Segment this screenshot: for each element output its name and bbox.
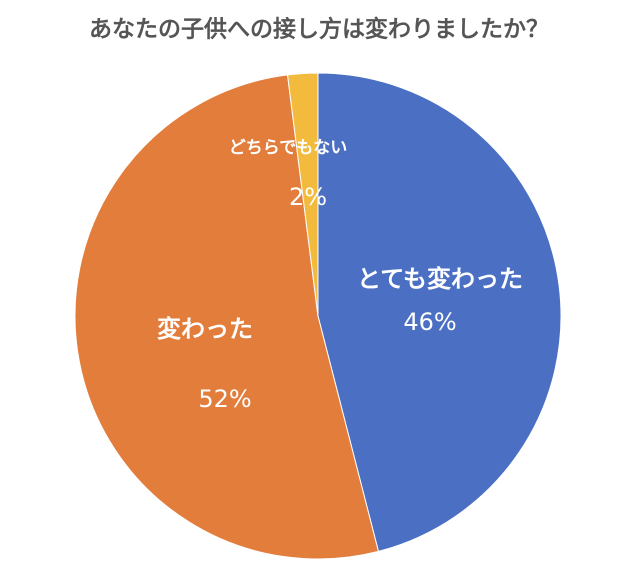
value-label: 46% — [403, 308, 456, 336]
pie-slice — [317, 72, 562, 552]
value-label: 52% — [198, 385, 251, 413]
value-label: 2% — [289, 183, 327, 211]
pie-slice — [286, 72, 319, 317]
chart-title: あなたの子供への接し方は変わりましたか？ — [89, 16, 549, 43]
slice-label: どちらでもない — [229, 138, 348, 158]
slice-label: とても変わった — [357, 265, 523, 293]
slice-label: 変わった — [157, 315, 253, 343]
